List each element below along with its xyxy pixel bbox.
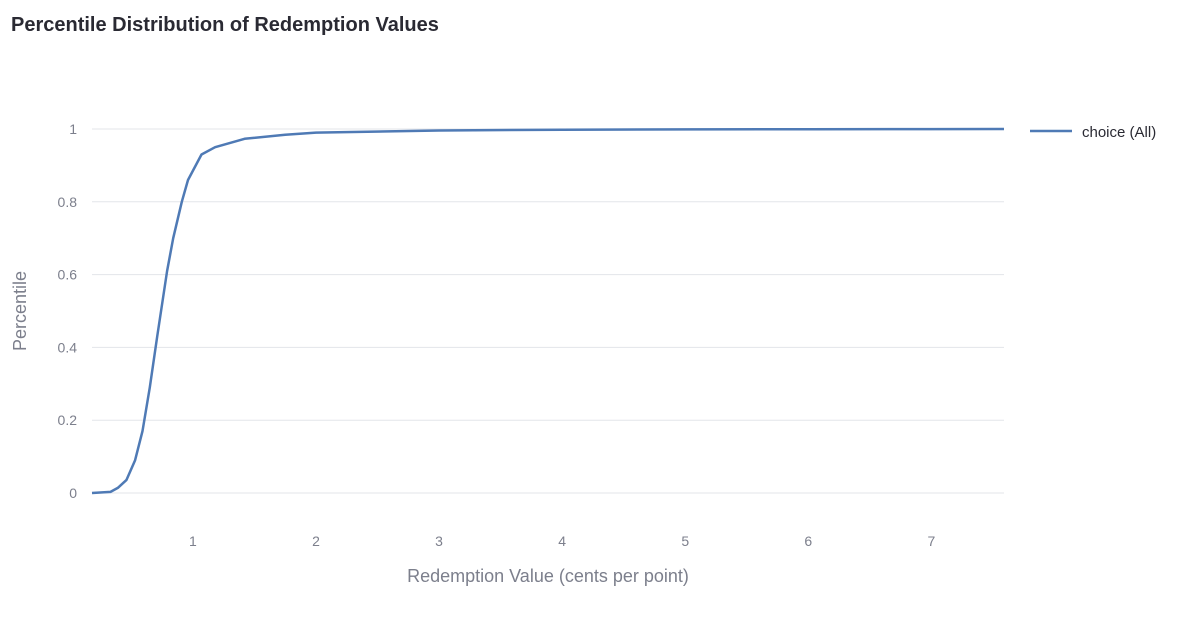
x-tick-label: 1 <box>189 533 197 549</box>
chart-title: Percentile Distribution of Redemption Va… <box>11 14 439 36</box>
x-tick-label: 3 <box>435 533 443 549</box>
x-tick-label: 6 <box>804 533 812 549</box>
x-tick-label: 4 <box>558 533 566 549</box>
y-tick-label: 0.6 <box>58 267 78 283</box>
y-axis-label: Percentile <box>10 271 30 351</box>
x-tick-label: 2 <box>312 533 320 549</box>
y-tick-label: 0.4 <box>58 339 78 355</box>
series-line <box>91 127 1005 495</box>
y-tick-label: 0.8 <box>58 194 78 210</box>
legend-label: choice (All) <box>1082 124 1156 141</box>
x-axis-label: Redemption Value (cents per point) <box>407 566 689 586</box>
y-tick-label: 0 <box>69 485 77 501</box>
y-tick-label: 1 <box>69 121 77 137</box>
y-tick-label: 0.2 <box>58 412 78 428</box>
x-tick-label: 5 <box>681 533 689 549</box>
x-tick-label: 7 <box>927 533 935 549</box>
